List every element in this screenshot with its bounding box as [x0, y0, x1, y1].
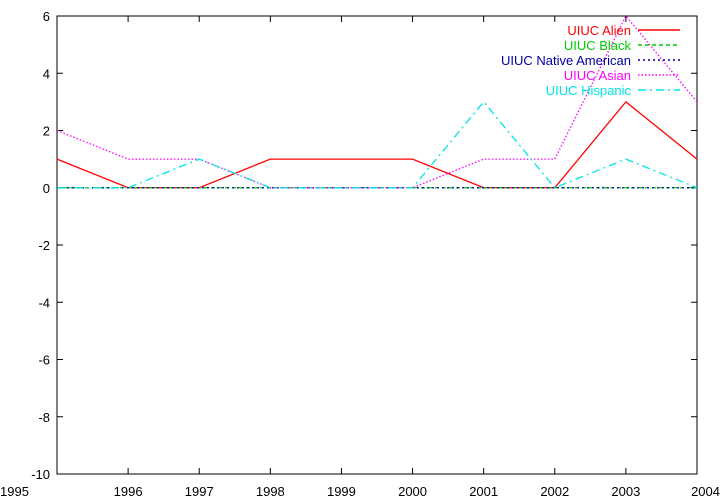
series-line — [57, 100, 698, 189]
y-tick-label: -8 — [38, 410, 50, 425]
legend-label: UIUC Hispanic — [546, 83, 632, 98]
x-tick-label: 2000 — [398, 484, 427, 499]
x-tick-label: 2001 — [469, 484, 498, 499]
y-tick-label: -4 — [38, 295, 50, 310]
x-tick-label: 2002 — [540, 484, 569, 499]
series-line — [56, 14, 698, 189]
legend-label: UIUC Alien — [567, 23, 631, 38]
y-tick-label: 6 — [43, 9, 50, 24]
series-line — [56, 100, 698, 189]
y-tick-label: -10 — [31, 467, 50, 482]
x-tick-label: 2003 — [611, 484, 640, 499]
y-tick-label: -2 — [38, 238, 50, 253]
x-tick-label: 1997 — [185, 484, 214, 499]
x-tick-label: 2004 — [691, 484, 720, 499]
legend-label: UIUC Black — [564, 38, 632, 53]
x-tick-label: 1996 — [114, 484, 143, 499]
legend-label: UIUC Native American — [501, 53, 631, 68]
y-tick-label: 4 — [43, 66, 50, 81]
series-lines — [56, 14, 698, 189]
y-axis: 6 4 2 0 -2 -4 -6 -8 -10 — [31, 9, 697, 482]
x-axis: 1995 1996 1997 1998 1999 2000 2001 2002 2003 2004 — [0, 16, 720, 499]
x-tick-label: 1999 — [327, 484, 356, 499]
x-tick-label: 1998 — [256, 484, 285, 499]
y-tick-label: -6 — [38, 353, 50, 368]
legend-label: UIUC Asian — [564, 68, 631, 83]
y-tick-label: 2 — [43, 124, 50, 139]
y-tick-label: 0 — [43, 181, 50, 196]
x-tick-label: 1995 — [0, 484, 29, 499]
